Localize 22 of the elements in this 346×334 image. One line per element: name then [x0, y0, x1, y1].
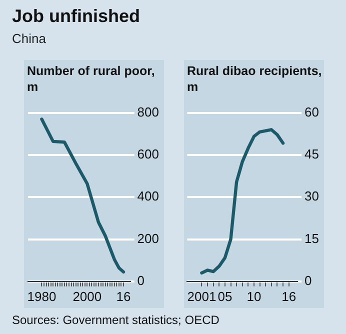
y-tick-label: 200 — [137, 230, 160, 246]
x-tick-label: 16 — [282, 288, 296, 304]
chart-title: Job unfinished — [12, 6, 140, 27]
chart-subtitle: China — [12, 31, 47, 46]
y-tick-label: 45 — [304, 146, 320, 162]
y-tick-label: 0 — [137, 272, 145, 288]
y-tick-label: 400 — [137, 188, 160, 204]
y-tick-label: 60 — [304, 104, 320, 120]
x-tick-label: 05 — [218, 288, 232, 304]
y-tick-label: 0 — [304, 272, 312, 288]
x-tick-label: 1980 — [27, 288, 56, 304]
y-tick-label: 800 — [137, 104, 160, 120]
x-tick-label: 2001 — [187, 288, 216, 304]
y-axis-title: Rural dibao recipients, m — [187, 63, 322, 95]
y-tick-label: 15 — [304, 230, 320, 246]
y-axis-title: Number of rural poor, m — [27, 63, 156, 95]
x-tick-label: 10 — [246, 288, 262, 304]
y-tick-label: 30 — [304, 188, 320, 204]
x-tick-label: 16 — [116, 288, 131, 304]
source-note: Sources: Government statistics; OECD — [12, 313, 220, 327]
x-tick-label: 2000 — [72, 288, 102, 304]
y-tick-label: 600 — [137, 146, 160, 162]
